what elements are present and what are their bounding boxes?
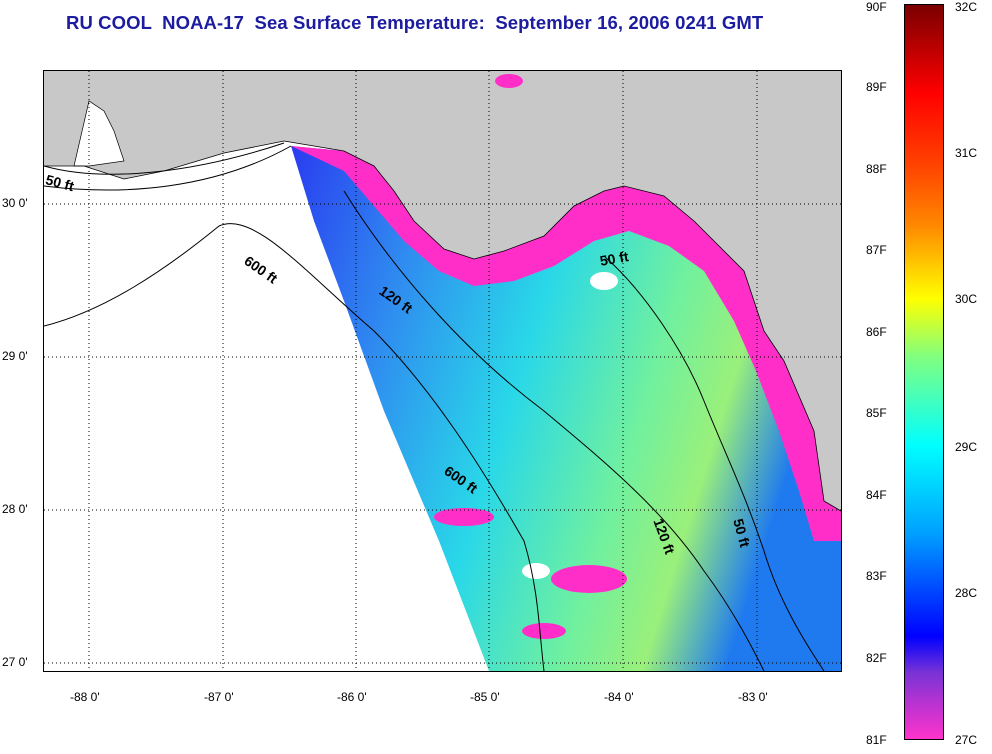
isobath-50ft-west: [44, 142, 285, 175]
page-title: RU COOL NOAA-17 Sea Surface Temperature:…: [66, 12, 764, 33]
sst-swath: [291, 146, 841, 671]
colorbar-label-c: 30C: [955, 292, 978, 306]
latitude-label: 27 0': [2, 655, 28, 669]
longitude-label: -85 0': [470, 690, 500, 704]
bay-northwest: [73, 100, 125, 167]
isobath-120ft: [343, 190, 765, 671]
colorbar-label-f: 87F: [866, 243, 887, 257]
colorbar-label-f: 90F: [866, 0, 887, 14]
longitude-label: -87 0': [204, 690, 234, 704]
colorbar-label-f: 85F: [866, 406, 887, 420]
coastal-warm-band: [291, 146, 841, 541]
longitude-label: -83 0': [738, 690, 768, 704]
latitude-label: 29 0': [2, 349, 28, 363]
warm-patch-1: [551, 565, 627, 593]
colorbar-label-f: 82F: [866, 651, 887, 665]
cloud-patch-1: [522, 563, 550, 579]
latitude-label: 28 0': [2, 502, 28, 516]
colorbar-label-f: 84F: [866, 488, 887, 502]
colorbar-label-f: 81F: [866, 733, 887, 747]
land-north: [44, 71, 841, 511]
warm-patch-3: [522, 623, 566, 639]
sst-map-canvas: [44, 71, 841, 671]
colorbar-label-f: 86F: [866, 325, 887, 339]
isobath-600ft: [44, 223, 545, 671]
map-grid: [44, 71, 841, 671]
colorbar-label-c: 29C: [955, 440, 978, 454]
colorbar-label-c: 27C: [955, 733, 978, 747]
longitude-label: -86 0': [337, 690, 367, 704]
warm-patch-2: [434, 508, 494, 526]
colorbar-label-f: 83F: [866, 569, 887, 583]
longitude-label: -88 0': [70, 690, 100, 704]
colorbar-label-c: 28C: [955, 586, 978, 600]
colorbar-label-f: 88F: [866, 162, 887, 176]
colorbar-label-c: 31C: [955, 146, 978, 160]
isobath-50ft: [603, 255, 825, 671]
colorbar-label-f: 89F: [866, 80, 887, 94]
sst-map: 50 ft 600 ft 120 ft 50 ft 600 ft 120 ft …: [43, 70, 842, 672]
longitude-label: -84 0': [604, 690, 634, 704]
temperature-colorbar: [904, 4, 944, 740]
colorbar-label-c: 32C: [955, 0, 978, 14]
latitude-label: 30 0': [2, 196, 28, 210]
isobath-120ft-west: [44, 145, 292, 191]
cloud-patch-2: [590, 272, 618, 290]
warm-patch-4: [495, 74, 523, 88]
